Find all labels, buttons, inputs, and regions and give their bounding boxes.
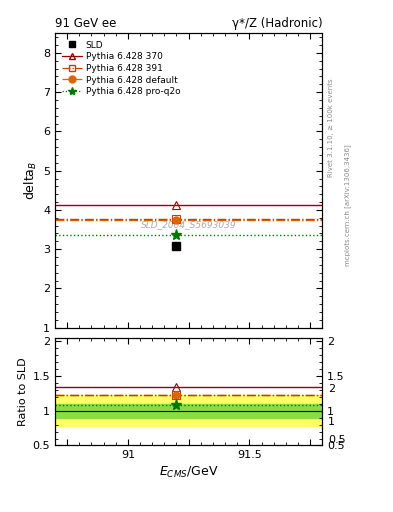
Bar bbox=[55, 404, 322, 418]
Y-axis label: delta$_B$: delta$_B$ bbox=[23, 161, 39, 200]
Text: 91 GeV ee: 91 GeV ee bbox=[55, 17, 116, 30]
X-axis label: $E_{CMS}$/GeV: $E_{CMS}$/GeV bbox=[159, 464, 219, 480]
Text: γ*/Z (Hadronic): γ*/Z (Hadronic) bbox=[231, 17, 322, 30]
Text: 1: 1 bbox=[328, 417, 335, 428]
Y-axis label: Ratio to SLD: Ratio to SLD bbox=[18, 357, 28, 426]
Bar bbox=[55, 395, 322, 426]
Text: Rivet 3.1.10, ≥ 100k events: Rivet 3.1.10, ≥ 100k events bbox=[328, 79, 334, 177]
Text: 2: 2 bbox=[328, 384, 335, 394]
Text: SLD_2004_S5693039: SLD_2004_S5693039 bbox=[141, 220, 237, 229]
Text: mcplots.cern.ch [arXiv:1306.3436]: mcplots.cern.ch [arXiv:1306.3436] bbox=[344, 144, 351, 266]
Text: 0.5: 0.5 bbox=[328, 435, 346, 445]
Legend: SLD, Pythia 6.428 370, Pythia 6.428 391, Pythia 6.428 default, Pythia 6.428 pro-: SLD, Pythia 6.428 370, Pythia 6.428 391,… bbox=[59, 38, 183, 99]
